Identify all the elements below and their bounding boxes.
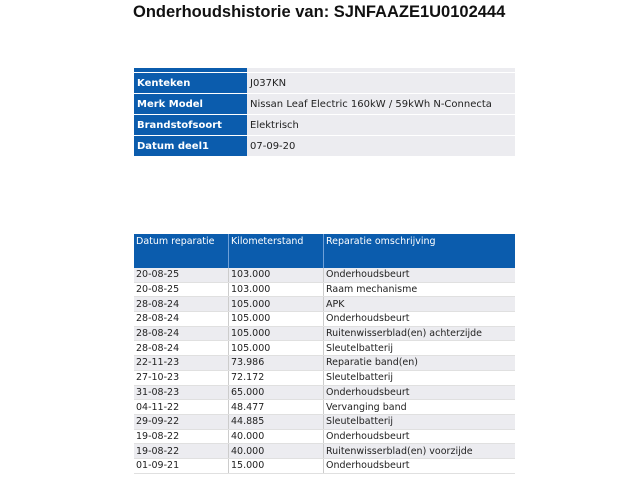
date-cell: 31-08-23 (134, 385, 229, 401)
table-header-row: Datum reparatie Kilometerstand Reparatie o… (134, 234, 515, 268)
date-cell: 04-11-22 (134, 399, 229, 415)
date-cell: 28-08-24 (134, 340, 229, 357)
mileage-cell: 103.000 (228, 268, 324, 283)
date-cell: 20-08-25 (134, 268, 229, 283)
table-row: 04-11-22 48.477 Vervanging band (134, 399, 515, 415)
description-cell: Onderhoudsbeurt (323, 458, 515, 474)
column-header: Datum reparatie (134, 234, 229, 268)
date-cell: 19-08-22 (134, 429, 229, 445)
info-value: 07-09-20 (247, 135, 515, 157)
date-cell: 28-08-24 (134, 326, 229, 342)
mileage-cell: 48.477 (228, 399, 324, 415)
info-row: Kenteken J037KN (134, 72, 515, 94)
table-row: 20-08-25 103.000 Onderhoudsbeurt (134, 268, 515, 283)
mileage-cell: 103.000 (228, 282, 324, 298)
description-cell: Onderhoudsbeurt (323, 311, 515, 327)
mileage-cell: 73.986 (228, 355, 324, 371)
info-label: Kenteken (134, 72, 247, 94)
mileage-cell: 105.000 (228, 326, 324, 342)
vehicle-info-table: Kenteken J037KN Merk Model Nissan Leaf Elec… (134, 68, 515, 157)
date-cell: 28-08-24 (134, 311, 229, 327)
mileage-cell: 44.885 (228, 414, 324, 430)
date-cell: 27-10-23 (134, 370, 229, 386)
info-label: Datum deel1 (134, 135, 247, 157)
mileage-cell: 105.000 (228, 311, 324, 327)
table-row: 29-09-22 44.885 Sleutelbatterij (134, 414, 515, 430)
description-cell: APK (323, 296, 515, 313)
description-cell: Sleutelbatterij (323, 414, 515, 430)
description-cell: Onderhoudsbeurt (323, 268, 515, 283)
description-cell: Ruitenwisserblad(en) voorzijde (323, 443, 515, 459)
info-row: Merk Model Nissan Leaf Electric 160kW / 5… (134, 93, 515, 115)
table-row: 31-08-23 65.000 Onderhoudsbeurt (134, 385, 515, 401)
description-cell: Sleutelbatterij (323, 340, 515, 357)
table-row: 27-10-23 72.172 Sleutelbatterij (134, 370, 515, 386)
table-row: 22-11-23 73.986 Reparatie band(en) (134, 355, 515, 371)
description-cell: Onderhoudsbeurt (323, 429, 515, 445)
mileage-cell: 40.000 (228, 443, 324, 459)
table-row: 19-08-22 40.000 Onderhoudsbeurt (134, 429, 515, 445)
description-cell: Onderhoudsbeurt (323, 385, 515, 401)
page-title: Onderhoudshistorie van: SJNFAAZE1U010244… (133, 3, 506, 21)
mileage-cell: 40.000 (228, 429, 324, 445)
spacer (247, 68, 515, 73)
description-cell: Sleutelbatterij (323, 370, 515, 386)
date-cell: 19-08-22 (134, 443, 229, 459)
date-cell: 01-09-21 (134, 458, 229, 474)
description-cell: Vervanging band (323, 399, 515, 415)
description-cell: Ruitenwisserblad(en) achterzijde (323, 326, 515, 342)
info-row: Datum deel1 07-09-20 (134, 135, 515, 157)
mileage-cell: 72.172 (228, 370, 324, 386)
mileage-cell: 105.000 (228, 296, 324, 313)
info-label: Merk Model (134, 93, 247, 115)
table-row: 20-08-25 103.000 Raam mechanisme (134, 282, 515, 298)
table-row: 28-08-24 105.000 Sleutelbatterij (134, 340, 515, 357)
description-cell: Raam mechanisme (323, 282, 515, 298)
table-row: 01-09-21 15.000 Onderhoudsbeurt (134, 458, 515, 474)
info-spacer-row (134, 68, 515, 73)
date-cell: 22-11-23 (134, 355, 229, 371)
column-header: Kilometerstand (228, 234, 324, 268)
table-row: 28-08-24 105.000 Onderhoudsbeurt (134, 311, 515, 327)
info-value: Nissan Leaf Electric 160kW / 59kWh N-Con… (247, 93, 515, 115)
info-row: Brandstofsoort Elektrisch (134, 114, 515, 136)
table-row: 28-08-24 105.000 APK (134, 296, 515, 313)
maintenance-history-table: Datum reparatie Kilometerstand Reparatie o… (134, 234, 515, 474)
table-row: 28-08-24 105.000 Ruitenwisserblad(en) acht… (134, 326, 515, 342)
date-cell: 28-08-24 (134, 296, 229, 313)
info-label: Brandstofsoort (134, 114, 247, 136)
info-value: Elektrisch (247, 114, 515, 136)
date-cell: 20-08-25 (134, 282, 229, 298)
date-cell: 29-09-22 (134, 414, 229, 430)
table-row: 19-08-22 40.000 Ruitenwisserblad(en) voorz… (134, 443, 515, 459)
mileage-cell: 65.000 (228, 385, 324, 401)
column-header: Reparatie omschrijving (323, 234, 515, 268)
mileage-cell: 105.000 (228, 340, 324, 357)
spacer (134, 68, 247, 73)
mileage-cell: 15.000 (228, 458, 324, 474)
info-value: J037KN (247, 72, 515, 94)
description-cell: Reparatie band(en) (323, 355, 515, 371)
